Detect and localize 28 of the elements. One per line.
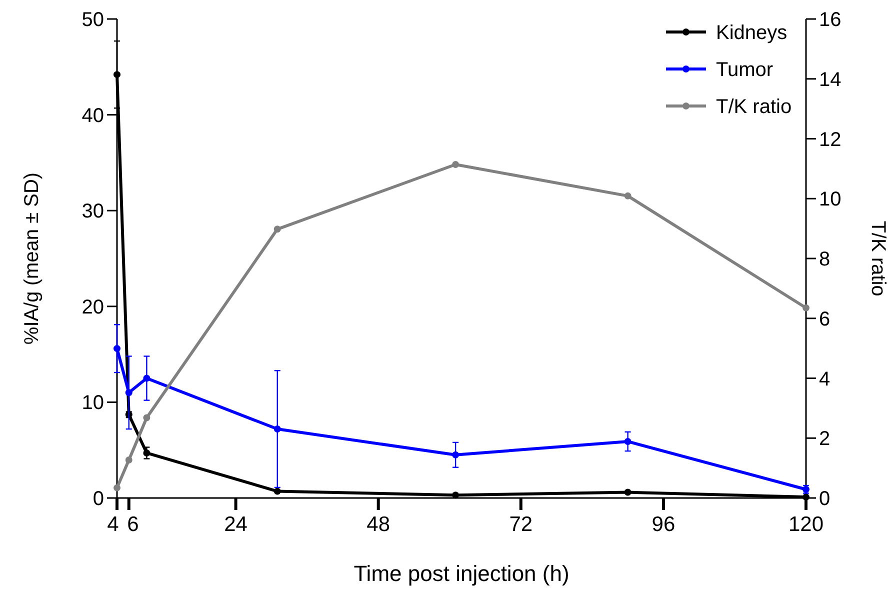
legend-label: Tumor: [716, 59, 774, 81]
x-tick-label: 6: [127, 513, 139, 536]
x-tick-label: 24: [224, 513, 248, 536]
y-tick-label: 30: [82, 200, 104, 223]
x-tick-label: 96: [652, 513, 676, 536]
y2-tick-label: 8: [819, 248, 830, 270]
y-axis-title: %IA/g (mean ± SD): [21, 172, 43, 345]
y2-tick-label: 0: [819, 488, 830, 510]
x-tick-label: 48: [366, 513, 390, 536]
y2-tick-label: 4: [819, 368, 830, 390]
y2-tick-label: 14: [819, 68, 842, 91]
y2-tick-label: 10: [819, 188, 842, 211]
legend-label: Kidneys: [716, 22, 788, 44]
y2-axis-title: T/K ratio: [867, 220, 889, 296]
y-tick-label: 10: [82, 392, 104, 414]
y2-tick-label: 16: [819, 9, 842, 31]
y2-tick-label: 12: [819, 128, 842, 151]
legend-label: T/K ratio: [716, 96, 792, 118]
y-tick-label: 50: [82, 9, 104, 31]
x-tick-label: 120: [788, 513, 824, 536]
x-tick-label: 4: [107, 513, 120, 536]
x-axis-title: Time post injection (h): [354, 561, 570, 586]
y-tick-label: 0: [92, 488, 104, 510]
y2-tick-label: 2: [819, 428, 830, 450]
y-tick-label: 40: [82, 104, 104, 127]
y-tick-label: 20: [82, 296, 104, 318]
x-tick-label: 72: [509, 513, 533, 536]
y2-tick-label: 6: [819, 308, 830, 330]
